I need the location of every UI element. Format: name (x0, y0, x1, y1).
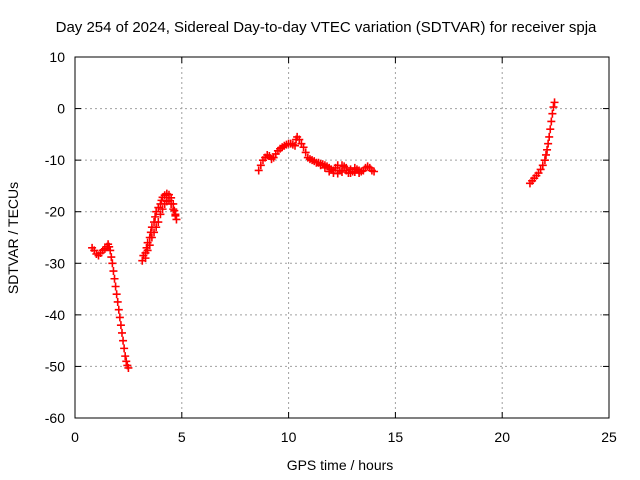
x-axis-label: GPS time / hours (287, 457, 394, 473)
data-point (338, 161, 346, 170)
x-tick-label: 5 (178, 429, 186, 445)
data-point (370, 167, 379, 176)
y-tick-label: 10 (49, 49, 65, 65)
y-tick-label: 0 (57, 101, 65, 117)
y-tick-label: -60 (45, 410, 65, 426)
data-point (320, 163, 329, 172)
data-point (291, 141, 300, 150)
data-point (543, 145, 552, 154)
data-point (544, 139, 553, 148)
data-point (350, 163, 359, 172)
x-tick-labels: 0 5 10 15 20 25 (71, 429, 617, 445)
data-point (158, 205, 167, 214)
data-point (254, 166, 263, 175)
data-point (152, 207, 161, 216)
data-point (536, 165, 545, 174)
data-point (106, 246, 115, 255)
data-point (117, 328, 126, 337)
data-point (169, 205, 178, 214)
data-point (156, 210, 165, 219)
x-tick-label: 10 (281, 429, 297, 445)
data-point (150, 228, 159, 237)
data-point (145, 241, 154, 250)
y-tick-label: -50 (45, 358, 65, 374)
data-point (295, 135, 304, 144)
data-point (299, 143, 308, 152)
x-tick-label: 20 (494, 429, 510, 445)
data-point (167, 199, 176, 208)
data-point (109, 267, 118, 276)
data-point (116, 321, 125, 330)
y-tick-label: -30 (45, 255, 65, 271)
grid (74, 56, 610, 419)
data-point (120, 344, 129, 353)
y-tick-label: -40 (45, 307, 65, 323)
data-point (124, 363, 133, 372)
y-axis-label: SDTVAR / TECUs (5, 182, 21, 294)
data-point (108, 259, 117, 268)
data-point (538, 161, 547, 170)
data-point (151, 212, 160, 221)
data-point (333, 169, 342, 178)
data-points (88, 98, 559, 372)
series-segment-1 (88, 240, 133, 372)
data-point (541, 150, 550, 159)
data-point (107, 253, 116, 262)
data-point (112, 290, 121, 299)
x-tick-label: 0 (71, 429, 79, 445)
x-tick-label: 25 (601, 429, 617, 445)
series-segment-4 (525, 98, 559, 188)
data-point (547, 117, 556, 126)
y-tick-labels: 10 0 -10 -20 -30 -40 -50 -60 (45, 49, 65, 426)
chart-title: Day 254 of 2024, Sidereal Day-to-day VTE… (56, 19, 597, 36)
data-point (143, 246, 152, 255)
data-point (172, 215, 181, 224)
data-point (342, 163, 351, 172)
y-tick-label: -10 (45, 152, 65, 168)
x-tick-label: 15 (388, 429, 404, 445)
plot-frame (74, 56, 610, 419)
data-point (111, 282, 120, 291)
series-segment-3 (254, 132, 379, 178)
data-point (114, 305, 123, 314)
data-point (113, 297, 122, 306)
data-point (152, 223, 161, 232)
data-point (171, 210, 180, 219)
data-point (301, 148, 310, 157)
y-tick-label: -20 (45, 204, 65, 220)
data-point (346, 169, 355, 178)
data-point (546, 125, 555, 134)
data-point (540, 156, 549, 165)
data-point (121, 352, 130, 361)
data-point (154, 218, 163, 227)
data-point (548, 109, 557, 118)
data-point (141, 254, 150, 263)
data-point (325, 167, 334, 176)
series-segment-2 (138, 189, 181, 265)
data-point (550, 98, 559, 107)
data-point (170, 206, 179, 215)
data-point (115, 313, 124, 322)
data-point (545, 132, 554, 141)
data-point (316, 161, 325, 170)
data-point (355, 169, 364, 178)
data-point (256, 161, 265, 170)
data-point (338, 168, 346, 177)
data-point (147, 233, 156, 242)
data-point (119, 336, 128, 345)
data-point (549, 103, 558, 112)
data-point (110, 274, 119, 283)
data-point (122, 357, 131, 366)
data-point (105, 242, 114, 251)
